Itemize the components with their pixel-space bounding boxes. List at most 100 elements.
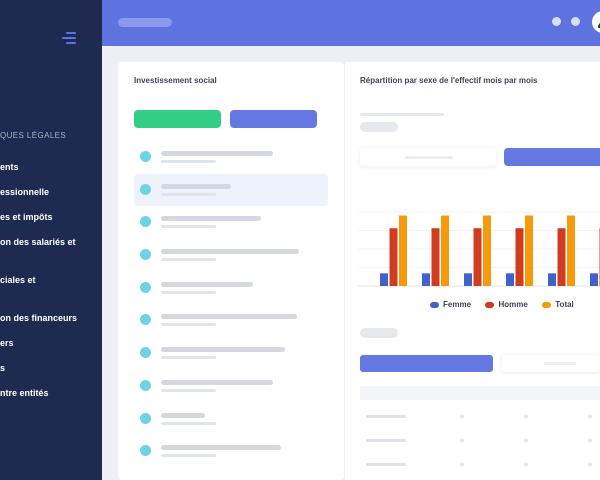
sidebar-item[interactable]: es et impôts <box>0 212 53 222</box>
sidebar-item[interactable]: essionnelle <box>0 187 50 197</box>
menu-toggle-icon[interactable] <box>60 32 76 44</box>
list-item-title-placeholder <box>161 314 297 320</box>
table-header <box>360 386 600 400</box>
list-item-title-placeholder <box>161 445 281 451</box>
bar-femme[interactable] <box>548 273 556 286</box>
bar-femme[interactable] <box>422 273 430 286</box>
status-dot-icon <box>140 379 151 391</box>
bar-femme[interactable] <box>506 273 514 286</box>
list-item[interactable] <box>134 272 328 305</box>
segment-option[interactable] <box>360 148 496 166</box>
tab-inactive[interactable] <box>502 355 600 372</box>
table-cell-placeholder <box>460 463 464 466</box>
sidebar-item[interactable]: ntre entités <box>0 388 49 398</box>
bar-total[interactable] <box>441 215 449 286</box>
segment-option-active[interactable] <box>504 148 600 166</box>
table-cell-placeholder <box>366 415 406 418</box>
list-item-subtitle-placeholder <box>161 192 216 196</box>
table-cell-placeholder <box>460 415 464 418</box>
table-cell-placeholder <box>588 439 592 442</box>
value-placeholder <box>360 122 398 132</box>
bar-total[interactable] <box>483 215 491 286</box>
sidebar-item[interactable]: ciales et <box>0 275 36 285</box>
sidebar-item[interactable]: on des financeurs <box>0 313 78 323</box>
status-dot-icon <box>140 281 151 293</box>
panel-divider <box>344 62 345 480</box>
bar-femme[interactable] <box>380 273 388 286</box>
sidebar-nav: ents essionnelle es et impôts on des sal… <box>0 160 102 411</box>
list-item[interactable] <box>134 206 328 239</box>
sidebar-item[interactable]: ers <box>0 338 14 348</box>
primary-action-button[interactable] <box>134 110 221 128</box>
section-placeholder <box>360 328 398 338</box>
sidebar-item[interactable]: s <box>0 363 6 373</box>
table-cell-placeholder <box>524 439 528 442</box>
user-icon <box>597 15 600 29</box>
notification-icon[interactable] <box>552 17 561 26</box>
list-item-title-placeholder <box>161 249 299 255</box>
bar-chart <box>358 211 600 287</box>
list-item[interactable] <box>134 403 328 436</box>
bar-femme[interactable] <box>590 273 598 286</box>
list-item-title-placeholder <box>161 151 273 156</box>
list-item-title-placeholder <box>161 281 253 287</box>
table-cell-placeholder <box>460 439 464 442</box>
list-item-subtitle-placeholder <box>161 323 216 327</box>
status-dot-icon <box>140 314 151 326</box>
list-item-title-placeholder <box>161 183 231 189</box>
item-list <box>134 141 328 468</box>
bar-homme[interactable] <box>431 228 440 286</box>
list-item[interactable] <box>134 141 328 174</box>
breadcrumb-placeholder <box>118 18 172 27</box>
card-title: Répartition par sexe de l'effectif mois … <box>360 76 538 85</box>
bar-homme[interactable] <box>473 228 482 286</box>
bar-total[interactable] <box>399 215 407 286</box>
status-dot-icon <box>140 347 151 359</box>
list-item-subtitle-placeholder <box>161 290 216 294</box>
list-item[interactable] <box>134 304 328 337</box>
table-cell-placeholder <box>524 415 528 418</box>
status-dot-icon <box>140 216 151 228</box>
list-item-subtitle-placeholder <box>161 454 216 458</box>
list-item-title-placeholder <box>161 347 285 353</box>
list-item[interactable] <box>134 370 328 403</box>
table-row <box>360 458 600 472</box>
legend-swatch <box>542 302 552 309</box>
tab-active[interactable] <box>360 355 493 372</box>
list-item-subtitle-placeholder <box>161 388 216 392</box>
legend-item-total: Total <box>542 300 574 309</box>
bar-homme[interactable] <box>557 228 566 286</box>
table-row <box>360 434 600 448</box>
bar-homme[interactable] <box>389 228 398 286</box>
bar-femme[interactable] <box>464 273 472 286</box>
bar-homme[interactable] <box>515 228 524 286</box>
status-dot-icon <box>140 412 151 424</box>
status-dot-icon <box>140 249 151 261</box>
table-row <box>360 410 600 424</box>
bar-total[interactable] <box>567 215 575 286</box>
table-cell-placeholder <box>524 463 528 466</box>
legend-item-femme: Femme <box>430 300 471 309</box>
list-item-subtitle-placeholder <box>161 258 216 262</box>
secondary-action-button[interactable] <box>230 110 317 128</box>
bar-total[interactable] <box>525 215 533 286</box>
gender-distribution-card: Répartition par sexe de l'effectif mois … <box>344 62 600 480</box>
list-item[interactable] <box>134 337 328 370</box>
avatar[interactable] <box>592 11 600 33</box>
legend-item-homme: Homme <box>485 300 528 309</box>
sidebar-item[interactable]: ents <box>0 162 19 172</box>
status-dot-icon <box>140 445 151 457</box>
table-cell-placeholder <box>588 463 592 466</box>
list-item-subtitle-placeholder <box>161 421 216 425</box>
top-bar <box>102 0 600 46</box>
chart-legend: Femme Homme Total <box>430 296 584 309</box>
list-item[interactable] <box>134 239 328 272</box>
list-item[interactable] <box>134 173 328 207</box>
legend-swatch <box>485 302 495 309</box>
settings-icon[interactable] <box>571 17 580 26</box>
list-item-title-placeholder <box>161 379 273 385</box>
table-cell-placeholder <box>366 439 406 442</box>
subtitle-placeholder <box>360 113 444 116</box>
list-item[interactable] <box>134 435 328 468</box>
sidebar-item[interactable]: on des salariés et <box>0 237 76 247</box>
